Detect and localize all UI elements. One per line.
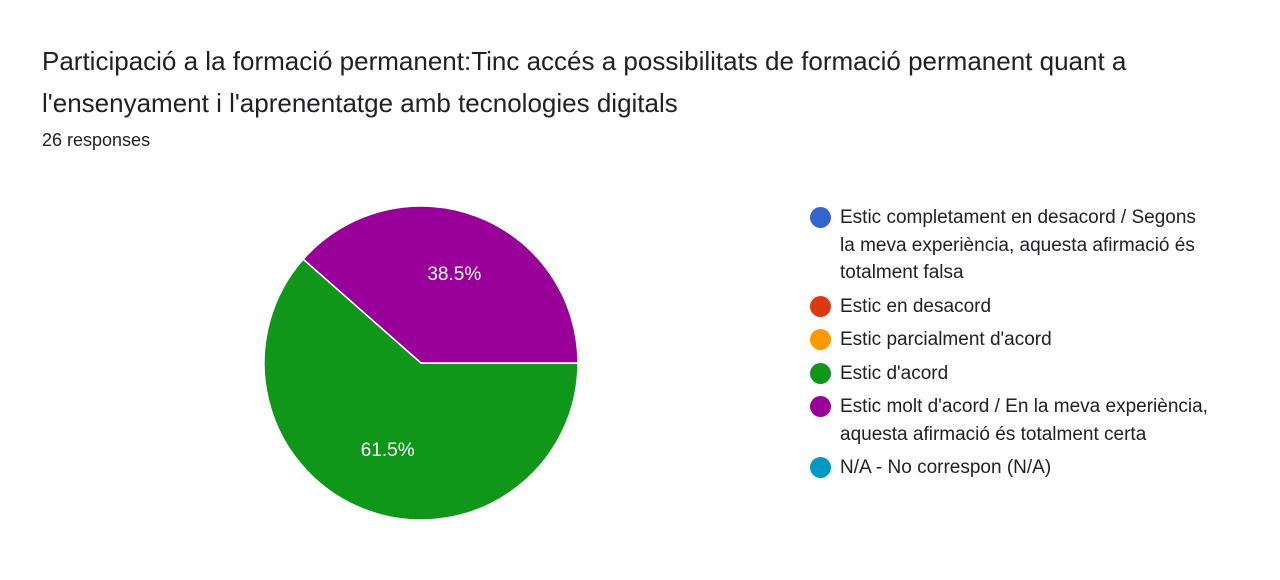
- legend-item-partially-agree[interactable]: Estic parcialment d'acord: [808, 326, 1248, 354]
- legend-swatch: [810, 396, 831, 417]
- chart-title: Participació a la formació permanent:Tin…: [42, 46, 1127, 118]
- legend-swatch: [810, 295, 831, 317]
- legend-label: Estic en desacord: [840, 295, 992, 317]
- legend-swatch: [810, 329, 831, 350]
- legend-item-disagree[interactable]: Estic en desacord: [808, 293, 1248, 321]
- chart-legend: Estic completament en desacord / Segons …: [808, 204, 1248, 488]
- legend-swatch: [810, 457, 831, 478]
- pie-slice-label-strongly-agree: 38.5%: [427, 264, 481, 285]
- legend-swatch: [810, 207, 831, 228]
- legend-label: Estic completament en desacord / Segons …: [840, 207, 1196, 283]
- legend-swatch: [810, 362, 831, 384]
- pie-slice-agree[interactable]: [263, 258, 579, 521]
- response-count: 26 responses: [42, 130, 151, 150]
- pie-chart: 61.5% 38.5%: [0, 160, 780, 580]
- legend-item-strongly-disagree[interactable]: Estic completament en desacord / Segons …: [808, 204, 1210, 287]
- legend-item-strongly-agree[interactable]: Estic molt d'acord / En la meva experièn…: [808, 393, 1210, 448]
- pie-slice-strongly-agree[interactable]: [302, 205, 579, 364]
- legend-label: Estic d'acord: [840, 362, 949, 384]
- pie-chart-svg: 61.5% 38.5%: [263, 205, 579, 521]
- legend-item-not-applicable[interactable]: N/A - No correspon (N/A): [808, 454, 1248, 482]
- legend-label: N/A - No correspon (N/A): [840, 457, 1052, 478]
- pie-slice-label-agree: 61.5%: [361, 440, 415, 461]
- legend-item-agree[interactable]: Estic d'acord: [808, 360, 1248, 388]
- legend-label: Estic parcialment d'acord: [840, 329, 1052, 350]
- legend-label: Estic molt d'acord / En la meva experièn…: [840, 396, 1208, 445]
